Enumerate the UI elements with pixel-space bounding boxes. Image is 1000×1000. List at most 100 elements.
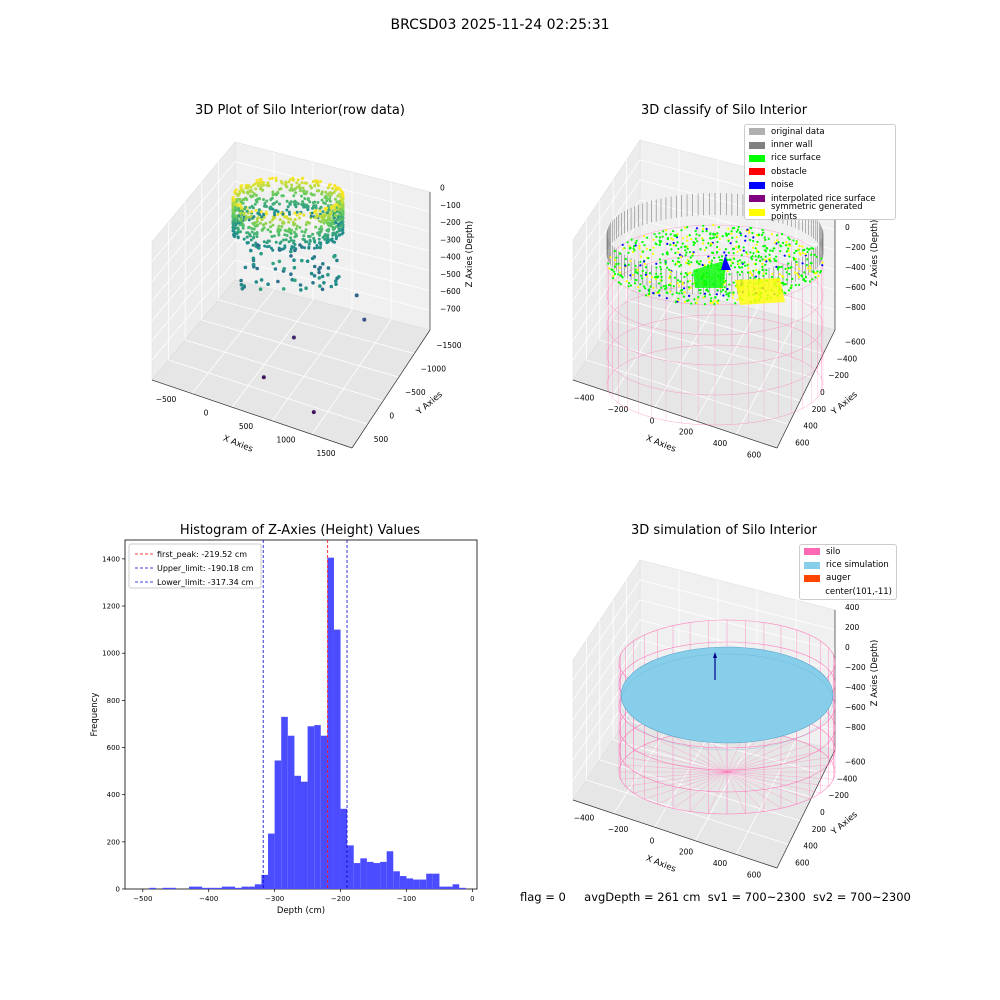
p2-point [678, 261, 681, 264]
p2-point [681, 237, 684, 240]
p1-point [249, 248, 253, 253]
legend-entry: symmetric generated points [745, 202, 895, 222]
p3-y-tick-label: 400 [107, 791, 120, 799]
p2-point [668, 290, 672, 293]
p2-point [613, 249, 616, 253]
p3-bar [149, 887, 156, 889]
p1-point [246, 191, 250, 195]
p1-point [320, 287, 325, 292]
p1-point [334, 213, 338, 217]
p2-point [716, 240, 719, 244]
p2-y-axis-line [776, 329, 836, 449]
p2-point [672, 244, 675, 247]
p4-silo-spoke [672, 735, 728, 773]
p2-point [655, 266, 658, 269]
p4-silo-spoke [726, 771, 797, 805]
p2-point [624, 258, 627, 261]
p1-point [246, 231, 250, 235]
p2-point [755, 243, 758, 246]
p3-legend-label: Lower_limit: -317.34 cm [157, 578, 254, 587]
p2-point [607, 262, 610, 265]
p2-point [723, 286, 726, 289]
p2-point [727, 232, 730, 235]
p1-point [264, 221, 268, 225]
p1-point [292, 223, 296, 227]
p4-rice-surface [620, 646, 834, 744]
p2-point [624, 264, 627, 267]
p2-grid-line [586, 359, 789, 425]
p2-point [784, 292, 787, 295]
p2-point [701, 230, 704, 233]
p2-point [677, 247, 680, 250]
p1-point [252, 236, 255, 240]
p3-bar [221, 886, 229, 889]
p2-point [677, 284, 680, 287]
p1-point [293, 203, 297, 207]
p1-point [335, 258, 339, 263]
p2-point [732, 291, 735, 294]
p2-point [675, 244, 678, 247]
p2-point [641, 240, 644, 244]
p1-point [281, 212, 285, 216]
p2-point [686, 235, 689, 238]
p2-point [762, 272, 765, 275]
p3-y-tick-label: 1400 [102, 555, 120, 563]
p2-point [717, 226, 720, 229]
p1-point [231, 229, 235, 233]
p2-point [617, 281, 620, 284]
legend-label: obstacle [771, 166, 807, 177]
p3-bar [208, 887, 216, 889]
p2-point [666, 251, 669, 254]
p1-point [245, 241, 249, 245]
p2-point [752, 236, 755, 239]
p1-point [276, 213, 280, 216]
p1-point [334, 279, 338, 283]
p2-grid-line [613, 319, 812, 378]
p2-point [666, 266, 669, 269]
p1-point [302, 234, 306, 238]
p1-point [257, 208, 261, 212]
p1-point [239, 211, 243, 215]
p2-point [682, 295, 686, 298]
p1-point [265, 199, 269, 203]
p2-point [809, 262, 812, 265]
p2-point [740, 234, 743, 237]
p2-point [681, 242, 684, 245]
p2-point [794, 284, 797, 287]
p2-point [712, 236, 715, 239]
p1-point [262, 226, 266, 230]
p2-point [780, 265, 783, 268]
p2-point [658, 243, 661, 246]
p1-point [262, 213, 266, 217]
panel1-title: 3D Plot of Silo Interior(row data) [195, 103, 405, 118]
p2-point [669, 270, 672, 274]
p2-point [733, 266, 736, 269]
p1-point [307, 234, 311, 238]
p2-point [814, 276, 817, 279]
p2-point [716, 232, 719, 235]
p1-point [317, 219, 321, 223]
p2-point [714, 233, 717, 236]
p1-point [246, 186, 250, 190]
p2-point [634, 242, 637, 245]
p2-point [628, 282, 631, 285]
p1-point [295, 234, 298, 238]
p2-x-axis-line [572, 379, 778, 449]
legend-entry: rice simulation [800, 558, 896, 571]
p2-point [766, 247, 769, 250]
p1-point [321, 210, 325, 214]
p1-point [242, 191, 246, 194]
p1-point [287, 180, 291, 184]
p1-point [286, 205, 290, 209]
p1-point [236, 227, 240, 231]
p2-point [757, 254, 760, 257]
p1-point [293, 187, 297, 191]
p3-bar [439, 886, 447, 889]
p1-point [273, 216, 277, 220]
panel2-legend: original data inner wall rice surface ob… [744, 124, 896, 222]
p2-point [781, 233, 784, 236]
p2-point [677, 251, 680, 254]
p1-point [332, 254, 336, 259]
p1-point [326, 192, 330, 196]
p1-grid-line [201, 319, 399, 378]
